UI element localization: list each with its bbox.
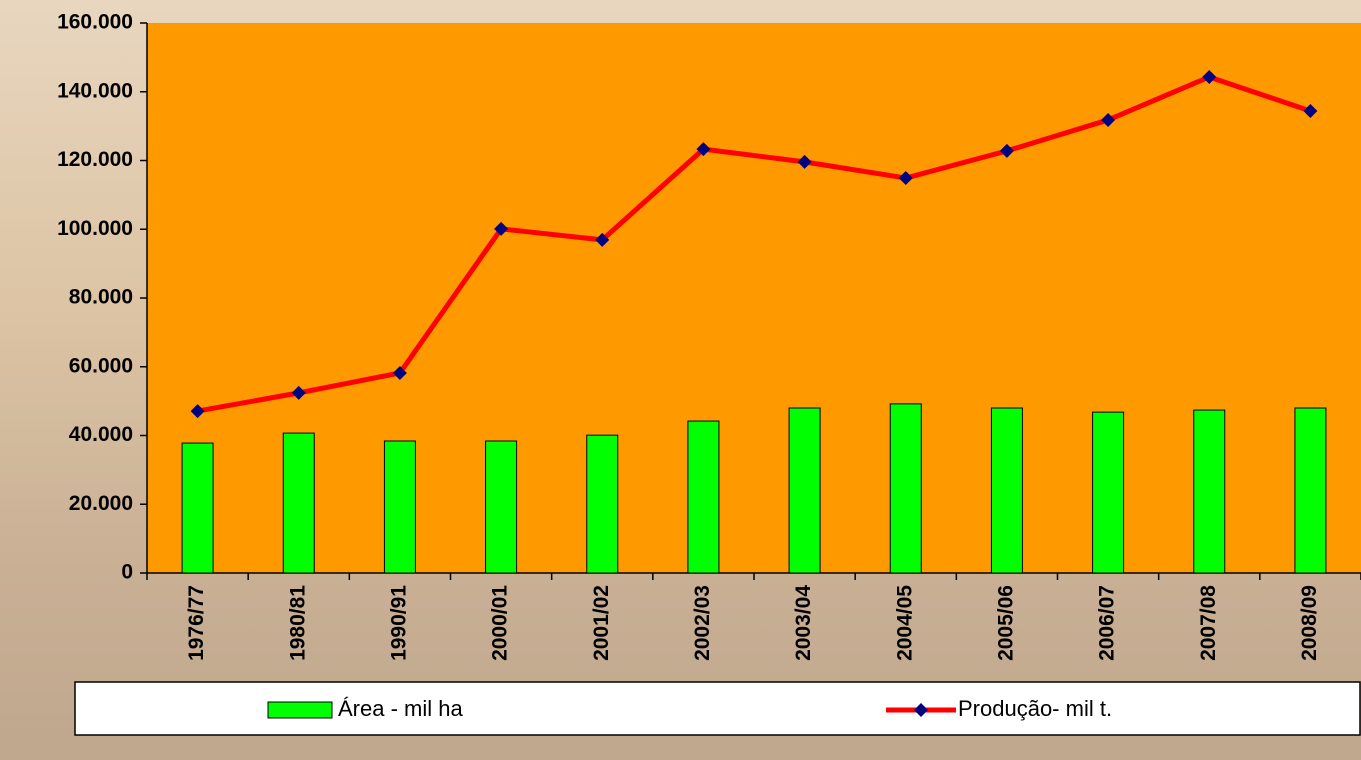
marker: [999, 143, 1014, 158]
bar: [383, 440, 416, 574]
bar: [889, 403, 922, 574]
y-tick-label: 160.000: [57, 11, 133, 34]
marker: [696, 142, 711, 157]
x-tick-label: 2001/02: [590, 585, 613, 661]
x-tick-label: 2008/09: [1298, 585, 1321, 661]
line: [197, 74, 1312, 414]
bar: [1193, 409, 1226, 574]
x-tick-label: 1976/77: [185, 585, 208, 661]
marker: [494, 221, 509, 236]
marker: [291, 385, 306, 400]
y-tick-label: 100.000: [57, 217, 133, 240]
legend-swatch: [267, 701, 333, 719]
y-tick-label: 40.000: [69, 423, 133, 446]
bar: [282, 432, 315, 574]
bar: [485, 440, 518, 574]
x-tick-label: 2006/07: [1096, 585, 1119, 661]
legend-label: Produção- mil t.: [958, 696, 1112, 721]
marker: [1202, 69, 1217, 84]
x-tick-label: 2002/03: [691, 585, 714, 661]
x-tick-label: 2007/08: [1197, 585, 1220, 661]
marker: [1303, 104, 1318, 118]
y-tick-label: 0: [121, 561, 133, 584]
bar: [990, 407, 1023, 574]
legend-marker: [914, 703, 928, 717]
x-tick-label: 1980/81: [286, 585, 309, 661]
x-tick-label: 1990/91: [387, 585, 410, 661]
x-tick-label: 2004/05: [893, 585, 916, 661]
marker: [1101, 112, 1116, 127]
x-tick-label: 2005/06: [994, 585, 1017, 661]
y-tick-label: 140.000: [57, 79, 133, 102]
marker: [190, 404, 205, 419]
y-tick-label: 60.000: [69, 354, 133, 377]
bar: [687, 420, 720, 574]
marker: [898, 171, 913, 186]
x-tick-label: 2000/01: [489, 585, 512, 661]
y-tick-label: 80.000: [69, 286, 133, 309]
y-tick-label: 20.000: [69, 492, 133, 515]
bar: [1092, 411, 1125, 574]
plot-area: [147, 23, 1361, 573]
marker: [595, 232, 610, 247]
y-tick-label: 120.000: [57, 148, 133, 171]
bar: [586, 434, 619, 574]
marker: [797, 154, 812, 169]
bar: [788, 407, 821, 574]
marker: [392, 365, 407, 380]
legend-label: Área - mil ha: [338, 696, 463, 721]
x-tick-label: 2003/04: [792, 585, 815, 661]
bar: [181, 442, 214, 574]
bar: [1294, 407, 1327, 574]
